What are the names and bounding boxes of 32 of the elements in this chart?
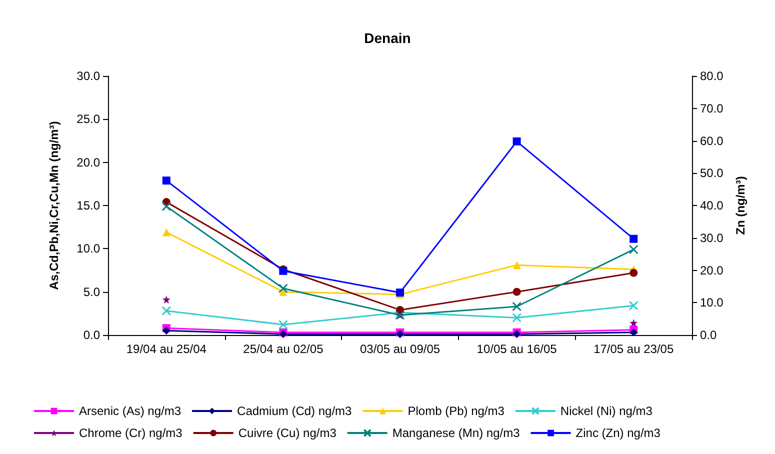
- y-tick-label: 20.0: [76, 155, 100, 170]
- y2-tick-label: 20.0: [700, 263, 724, 278]
- legend-label: Arsenic (As) ng/m3: [79, 404, 182, 418]
- y-axis-title: As,Cd,Pb,Ni,Cr,Cu,Mn (ng/m³): [47, 121, 61, 290]
- x-tick-label: 10/05 au 16/05: [476, 342, 558, 356]
- x-tick-label: 03/05 au 09/05: [360, 342, 440, 356]
- legend-label: Cuivre (Cu) ng/m3: [238, 426, 337, 440]
- x-tick-label: 19/04 au 25/04: [126, 342, 207, 356]
- y-tick-label: 10.0: [76, 242, 100, 256]
- legend-label: Plomb (Pb) ng/m3: [408, 404, 505, 418]
- x-tick-label: 17/05 au 23/05: [594, 342, 674, 356]
- legend-label: Chrome (Cr) ng/m3: [79, 426, 183, 440]
- y2-tick-label: 30.0: [700, 230, 724, 245]
- y2-tick-label: 40.0: [700, 198, 724, 212]
- y-tick-label: 5.0: [83, 284, 100, 299]
- x-tick-label: 25/04 au 02/05: [243, 342, 324, 356]
- legend-label: Nickel (Ni) ng/m3: [560, 404, 653, 418]
- y2-tick-label: 80.0: [700, 69, 724, 83]
- y2-axis-title: Zn (ng/m³): [733, 176, 748, 235]
- legend-label: Zinc (Zn) ng/m3: [576, 426, 661, 440]
- y-tick-label: 25.0: [76, 112, 100, 126]
- y2-tick-label: 10.0: [700, 296, 724, 310]
- legend-label: Cadmium (Cd) ng/m3: [237, 404, 352, 418]
- y-tick-label: 15.0: [76, 198, 100, 212]
- y2-tick-label: 60.0: [700, 134, 724, 148]
- chart-title: Denain: [364, 30, 411, 46]
- y2-tick-label: 0.0: [700, 328, 718, 342]
- y-tick-label: 30.0: [76, 69, 100, 83]
- legend-label: Manganese (Mn) ng/m3: [392, 426, 520, 440]
- y-tick-label: 0.0: [83, 328, 100, 342]
- y2-tick-label: 50.0: [700, 166, 724, 180]
- y2-tick-label: 70.0: [700, 101, 724, 116]
